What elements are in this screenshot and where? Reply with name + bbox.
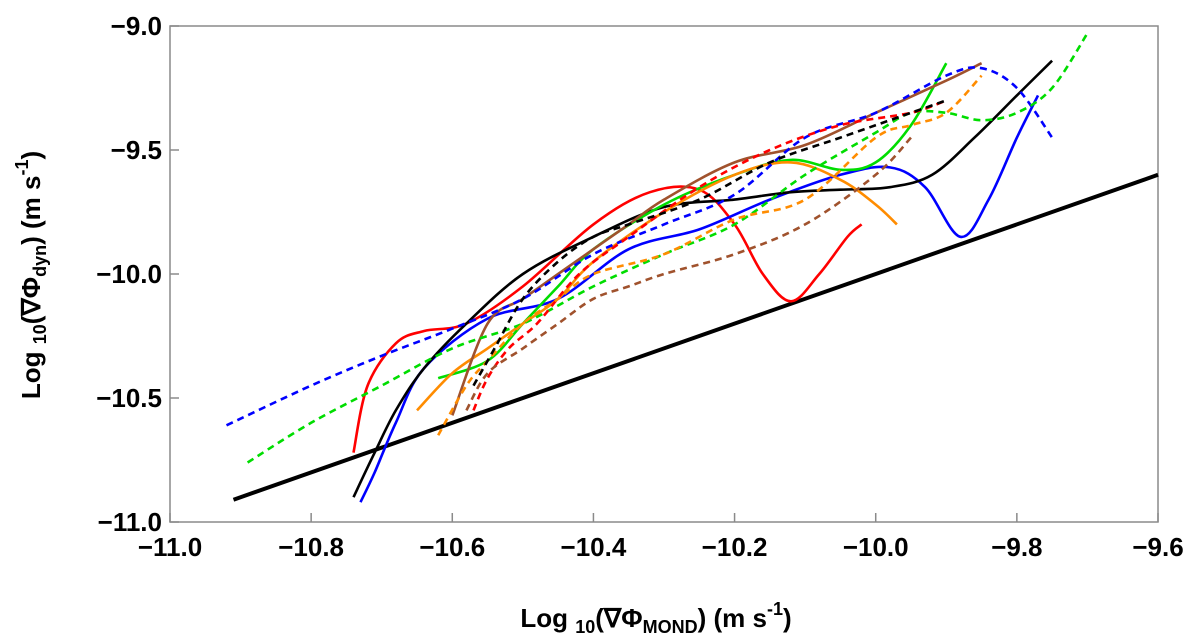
x-tick-label: −11.0 [138,532,202,562]
series-line-8 [225,66,1054,427]
x-tick-label: −10.8 [278,532,344,562]
series-line-10 [472,99,947,411]
x-tick-label: −10.0 [843,532,909,562]
series-line-2 [352,185,863,453]
series-line-1 [232,172,1159,502]
series-line-11 [437,74,983,436]
series-line-6 [416,161,898,412]
y-tick-label: −11.0 [98,507,162,537]
x-tick-label: −9.8 [991,532,1042,562]
plot-frame [169,25,1159,523]
y-tick-label: −10.5 [96,383,162,413]
x-axis-label: Log 10(∇ΦMOND) (m s-1) [520,599,791,637]
y-axis-label: Log 10(∇Φdyn) (m s-1) [12,151,50,399]
series-layer [225,32,1159,503]
series-line-3 [359,94,1040,503]
x-tick-label: −9.6 [1132,532,1183,562]
x-tick-label: −10.2 [702,532,768,562]
series-line-9 [246,32,1089,464]
y-tick-label: −10.0 [96,259,162,289]
series-line-4 [352,59,1054,498]
x-tick-label: −10.4 [561,532,627,562]
series-line-12 [465,136,912,412]
series-line-7 [451,62,983,416]
x-tick-label: −10.6 [419,532,485,562]
series-line-13 [472,99,947,387]
y-tick-label: −9.0 [111,11,162,41]
y-tick-label: −9.5 [111,135,162,165]
ticks-layer: −11.0 −10.8 −10.6 −10.4 −10.2 −10.0 −9.8 −9.6 −9… [96,11,1183,562]
